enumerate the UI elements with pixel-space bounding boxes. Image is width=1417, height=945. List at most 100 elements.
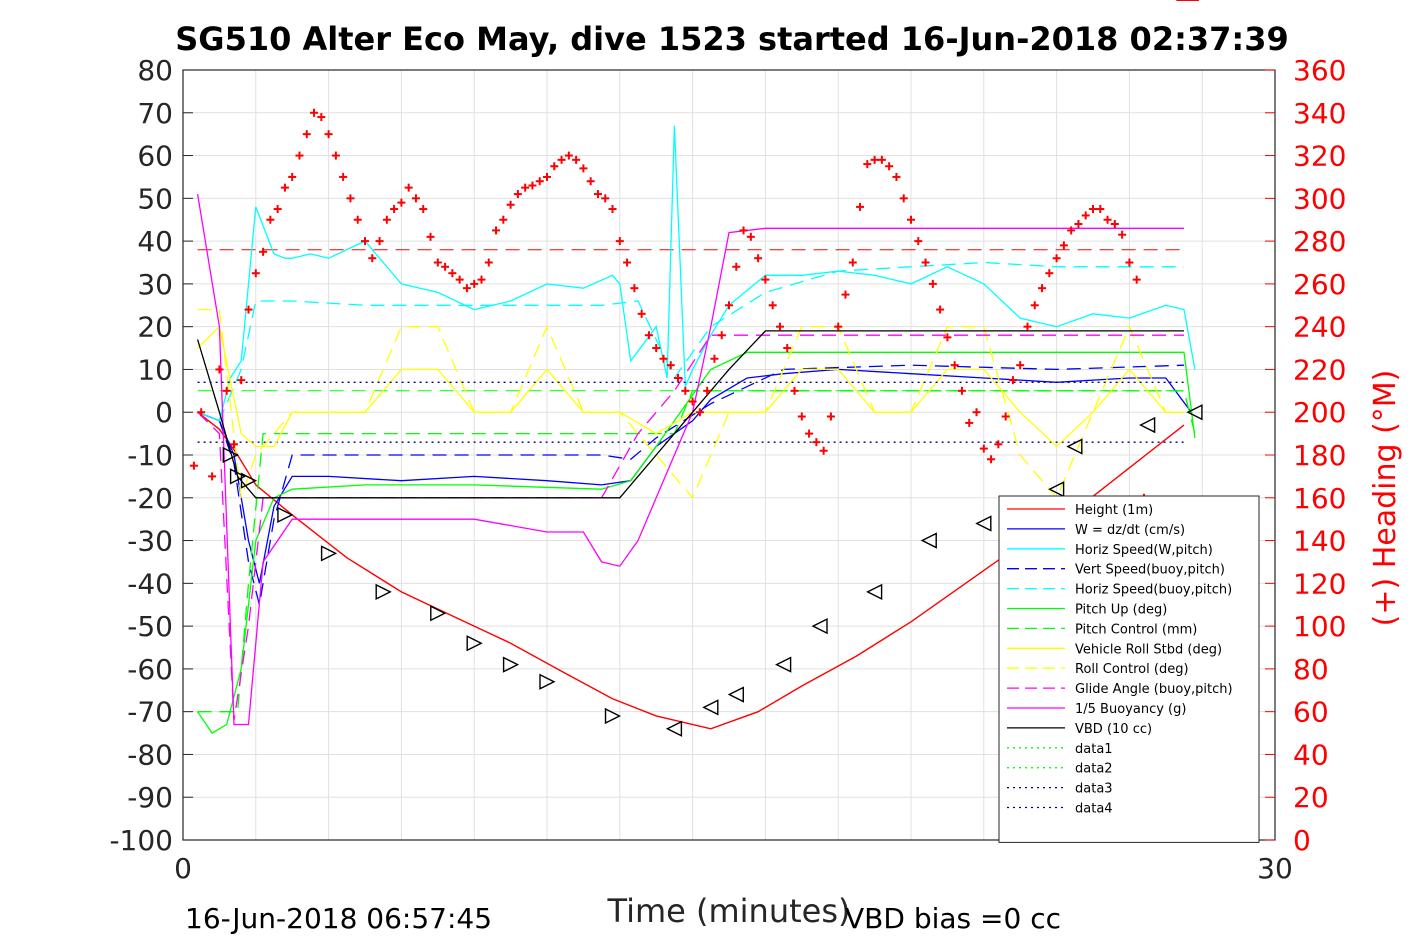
- heading-point: [557, 155, 566, 164]
- heading-point: [805, 429, 814, 438]
- heading-point: [1089, 205, 1097, 214]
- heading-point: [513, 190, 522, 199]
- heading-point: [936, 305, 945, 314]
- series-5: [197, 261, 1184, 422]
- chart-title: SG510 Alter Eco May, dive 1523 started 1…: [175, 20, 1288, 58]
- heading-point: [1096, 205, 1105, 214]
- y-right-tick-label: 320: [1293, 140, 1346, 173]
- legend-label: Pitch Up (deg): [1075, 603, 1167, 618]
- heading-point: [361, 237, 369, 246]
- heading-point: [411, 194, 420, 203]
- dive-marker: [430, 605, 447, 622]
- heading-point: [222, 386, 231, 395]
- legend-label: data2: [1075, 762, 1113, 777]
- heading-point: [812, 438, 821, 447]
- heading-point: [404, 183, 413, 192]
- heading-point: [856, 202, 865, 211]
- heading-point: [623, 258, 632, 267]
- heading-point: [826, 412, 835, 421]
- heading-point: [470, 279, 479, 288]
- heading-point: [1081, 211, 1090, 220]
- heading-point: [346, 194, 355, 203]
- heading-point: [433, 258, 442, 267]
- heading-point: [215, 365, 224, 374]
- heading-point: [783, 344, 792, 353]
- y-right-tick-label: 0: [1293, 824, 1311, 857]
- footer-vbd-bias: VBD bias =0 cc: [845, 902, 1061, 935]
- heading-point: [674, 374, 683, 382]
- heading-point: [797, 412, 806, 421]
- dive-marker: [920, 532, 937, 549]
- y-axis-left: 80 70 60 50 40 30 20 10 0 -10 -20 -30 -40 -50 -60 -70 -8…: [109, 54, 193, 857]
- series-7: [197, 390, 1196, 713]
- heading-point: [710, 354, 719, 363]
- legend-label: data1: [1075, 742, 1113, 757]
- heading-point: [1132, 275, 1141, 284]
- heading-point: [717, 331, 726, 340]
- x-axis-label: Time (minutes): [607, 892, 851, 930]
- heading-point: [841, 290, 850, 299]
- legend-label: Horiz Speed(W,pitch): [1075, 543, 1213, 558]
- heading-point: [189, 461, 198, 470]
- legend-label: VBD (10 cc): [1075, 722, 1152, 737]
- heading-point: [921, 258, 930, 267]
- series-1: [197, 411, 1185, 730]
- heading-point: [484, 258, 493, 267]
- heading-point: [251, 269, 260, 278]
- y-tick-label: -40: [127, 567, 173, 600]
- heading-point: [521, 183, 530, 192]
- footer-timestamp: 16-Jun-2018 06:57:45: [185, 902, 492, 935]
- legend-label: Vert Speed(buoy,pitch): [1075, 563, 1225, 578]
- heading-point: [1118, 230, 1127, 239]
- legend-label: Glide Angle (buoy,pitch): [1075, 682, 1233, 697]
- y-tick-label: 10: [137, 353, 173, 386]
- heading-point: [528, 181, 537, 190]
- heading-point: [725, 301, 733, 310]
- dive-marker: [775, 656, 792, 673]
- y-right-tick-label: 60: [1293, 696, 1329, 729]
- heading-point: [390, 205, 399, 214]
- heading-point: [331, 151, 340, 160]
- heading-point: [1125, 258, 1134, 267]
- dive-marker: [702, 699, 719, 716]
- dive-marker: [1048, 481, 1065, 498]
- heading-point: [819, 446, 828, 455]
- heading-point: [586, 177, 595, 186]
- series-6: [197, 351, 1196, 734]
- legend-label: Height (1m): [1075, 503, 1153, 518]
- y-tick-label: 30: [137, 268, 173, 301]
- heading-point: [310, 108, 319, 117]
- dive-marker: [229, 468, 247, 485]
- y-right-tick-label: 160: [1293, 482, 1346, 515]
- x-axis: 0 30: [174, 830, 1293, 885]
- heading-point: [1110, 220, 1119, 228]
- heading-point: [462, 284, 471, 293]
- heading-point: [448, 269, 457, 278]
- heading-point: [1067, 226, 1076, 235]
- y-right-tick-label: 120: [1293, 567, 1346, 600]
- heading-point: [870, 155, 879, 164]
- heading-point: [928, 279, 937, 288]
- heading-point: [768, 301, 777, 310]
- heading-point: [229, 440, 238, 449]
- heading-point: [601, 194, 610, 203]
- y-right-tick-label: 360: [1293, 54, 1346, 87]
- y-axis-right-label: (+) Heading (°M): [1368, 370, 1403, 627]
- legend-label: Vehicle Roll Stbd (deg): [1075, 642, 1222, 657]
- dive-marker: [665, 720, 683, 737]
- heading-point: [899, 194, 908, 203]
- y-tick-label: -60: [127, 653, 173, 686]
- dive-marker: [277, 506, 294, 524]
- dive-marker: [539, 673, 556, 690]
- series-4: [197, 364, 1185, 605]
- heading-point: [848, 258, 857, 267]
- heading-point: [506, 200, 515, 209]
- heading-point: [965, 418, 974, 427]
- y-right-tick-label: 240: [1293, 311, 1346, 344]
- heading-point: [877, 155, 886, 164]
- heading-point: [375, 237, 384, 246]
- heading-point: [892, 172, 901, 181]
- heading-point: [1052, 254, 1061, 263]
- heading-point: [353, 215, 362, 224]
